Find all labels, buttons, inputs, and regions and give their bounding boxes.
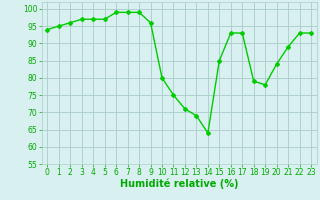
- X-axis label: Humidité relative (%): Humidité relative (%): [120, 179, 238, 189]
